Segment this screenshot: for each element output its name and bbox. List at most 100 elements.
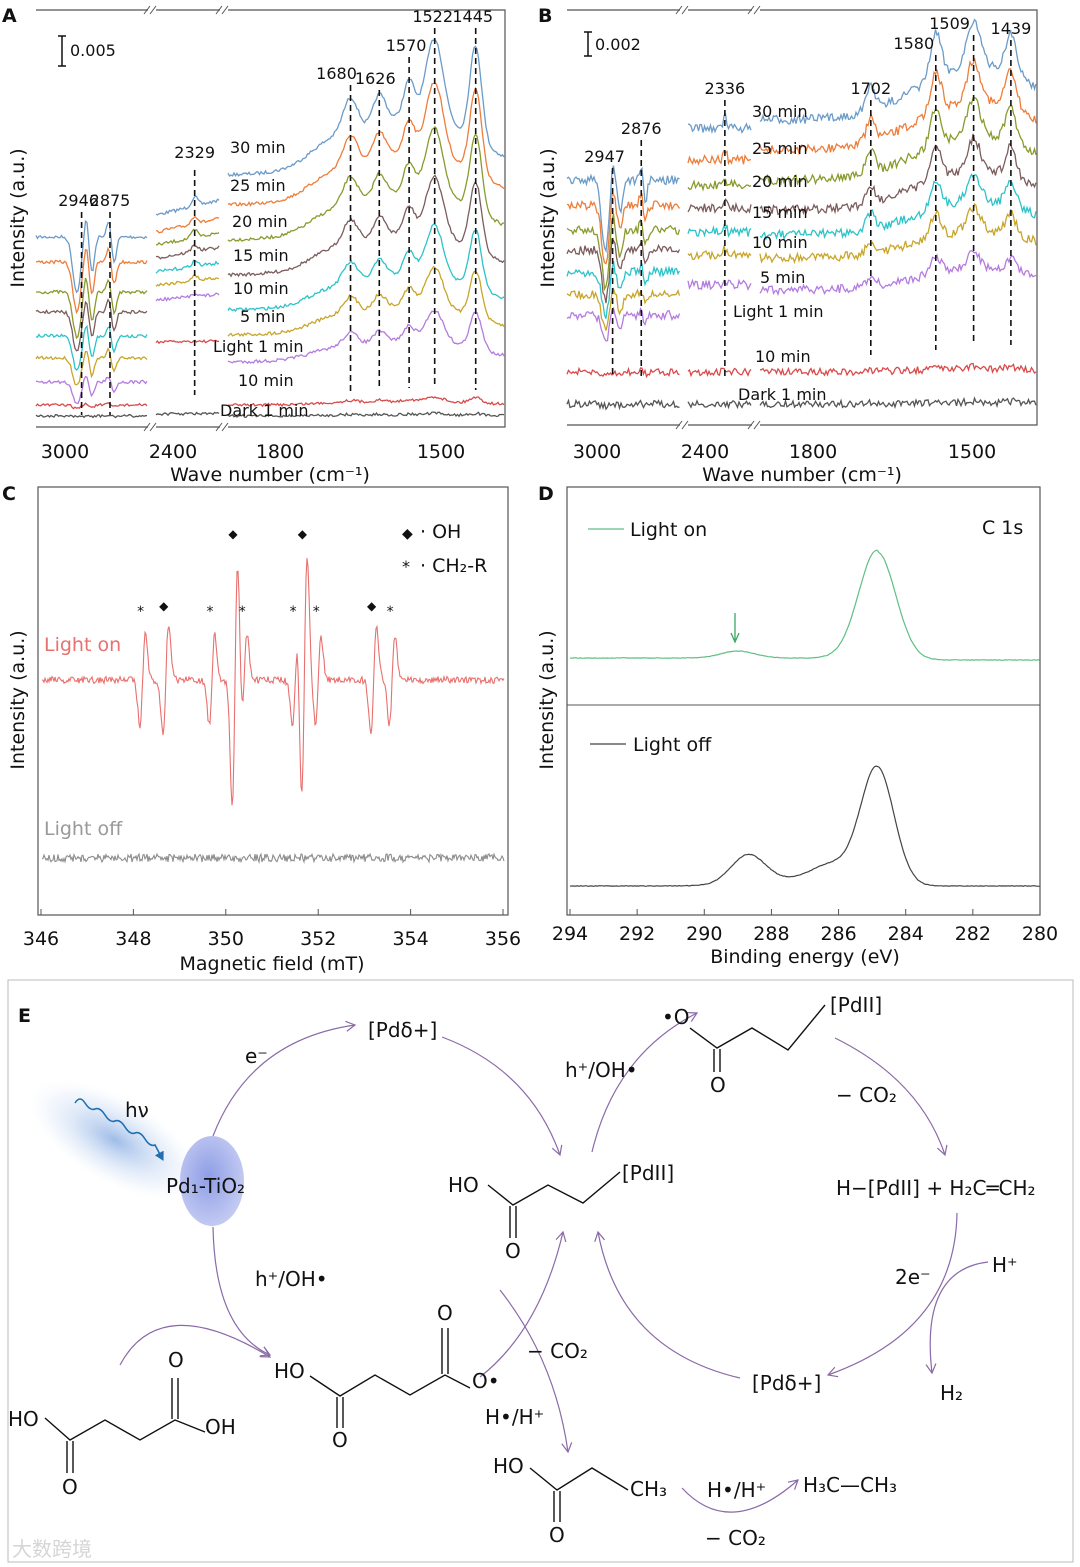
x-axis-label-b: Wave number (cm⁻¹) xyxy=(702,464,902,486)
arrow-electron xyxy=(212,1020,357,1137)
spectrum-trace xyxy=(227,174,505,278)
propionic-acid-bonds xyxy=(529,1467,629,1522)
spectrum-trace xyxy=(227,38,505,178)
center-ho: HO xyxy=(448,1173,479,1197)
propionic-ch3: CH₃ xyxy=(630,1477,667,1501)
spectrum-trace xyxy=(566,306,681,342)
series-label-light-off: Light off xyxy=(44,818,123,840)
series-label: 15 min xyxy=(752,203,808,222)
spectrum-trace xyxy=(155,411,220,417)
peak-label: 1580 xyxy=(893,34,934,53)
center-pd: [PdII] xyxy=(622,1161,674,1185)
series-label: 5 min xyxy=(240,307,285,326)
series-label: 15 min xyxy=(233,246,289,265)
spectrum-trace xyxy=(687,367,752,378)
ch2r-marker: * xyxy=(206,604,213,620)
x-tick-label: 346 xyxy=(23,928,59,950)
electron-label: e⁻ xyxy=(245,1044,268,1068)
legend-light-off: Light off xyxy=(633,734,712,756)
radical-o-dot: O• xyxy=(472,1369,500,1393)
peak-label: 1522 xyxy=(412,7,453,26)
spectrum-trace xyxy=(155,195,220,216)
x-tick-label: 294 xyxy=(552,923,588,945)
spectrum-trace xyxy=(759,362,1037,377)
ch2r-marker: * xyxy=(387,604,394,620)
line-markers-c: ◆ ◆ ◆ ◆ * * * * * * xyxy=(137,527,393,620)
spectrum-trace xyxy=(566,398,680,411)
x-tick-a: 1500 xyxy=(417,441,465,463)
x-tick-label: 290 xyxy=(686,923,722,945)
legend-ch2r-symbol: * xyxy=(402,557,410,576)
peak-label: 1445 xyxy=(452,7,493,26)
panel-label-a: A xyxy=(2,5,17,27)
spectrum-trace xyxy=(35,324,148,371)
x-tick-label: 284 xyxy=(888,923,924,945)
arrow-succinic-to-radical xyxy=(119,1324,272,1366)
spectrum-trace xyxy=(155,244,220,260)
series-label: 30 min xyxy=(230,138,286,157)
x-tick-b: 1800 xyxy=(789,441,837,463)
center-o: O xyxy=(505,1239,521,1263)
top-molecule-bonds xyxy=(689,1004,826,1072)
x-tick-label: 282 xyxy=(955,923,991,945)
arrow-radical-to-center xyxy=(479,1230,567,1378)
x-ticks-d: 294 292 290 288 286 284 282 280 xyxy=(552,909,1058,945)
spectrum-trace xyxy=(227,265,505,337)
center-molecule-bonds xyxy=(487,1171,621,1238)
y-axis-label-d: Intensity (a.u.) xyxy=(536,630,558,769)
series-label: 20 min xyxy=(752,172,808,191)
spectrum-trace xyxy=(687,178,752,192)
scale-bar-a xyxy=(58,35,66,67)
series-label: Dark 1 min xyxy=(220,401,309,420)
holes-oh-left: h⁺/OH• xyxy=(255,1267,328,1291)
panel-b: B 0.002 30 min 25 min 20 min 15 min 10 min 5 … xyxy=(537,5,1038,486)
legend-oh-symbol: ◆ xyxy=(402,526,413,542)
x-ticks-c: 346 348 350 352 354 356 xyxy=(23,909,521,950)
top-o: O xyxy=(710,1073,726,1097)
minus-co2-mid: − CO₂ xyxy=(527,1339,588,1363)
peak-label: 2329 xyxy=(174,143,215,162)
watermark: 大数跨境 xyxy=(12,1537,92,1561)
spectrum-trace xyxy=(35,375,148,405)
radical-o1: O xyxy=(332,1428,348,1452)
x-tick-label: 348 xyxy=(115,928,151,950)
peak-label: 2876 xyxy=(621,119,662,138)
succinic-o2: O xyxy=(168,1348,184,1372)
spectrum-trace xyxy=(155,292,220,302)
spectrum-trace xyxy=(227,411,505,418)
spectrum-trace xyxy=(687,198,752,214)
arrow-pd-to-center xyxy=(594,1230,741,1379)
spectrum-trace xyxy=(759,133,1037,216)
spectrum-trace xyxy=(566,192,681,265)
spectrum-trace xyxy=(687,149,752,166)
epr-trace xyxy=(41,852,505,865)
y-axis-label-a: Intensity (a.u.) xyxy=(7,148,29,287)
two-electron-label: 2e⁻ xyxy=(895,1265,931,1289)
panel-label-e: E xyxy=(18,1005,31,1027)
peak-label: 1702 xyxy=(850,79,891,98)
y-axis-label-c: Intensity (a.u.) xyxy=(7,630,29,769)
arrow-holes-left xyxy=(212,1226,272,1357)
peak-label: 1680 xyxy=(316,64,357,83)
peak-label: 2946 xyxy=(58,191,99,210)
ch2r-marker: * xyxy=(137,604,144,620)
series-label: 20 min xyxy=(232,212,288,231)
holes-oh-top: h⁺/OH• xyxy=(565,1058,638,1082)
oh-marker: ◆ xyxy=(228,527,238,541)
spectrum-trace xyxy=(155,215,220,234)
spectrum-trace xyxy=(759,202,1037,265)
photon-wave-icon xyxy=(74,1098,164,1161)
legend-oh-label: · OH xyxy=(420,521,461,543)
radical-molecule-bonds xyxy=(309,1328,471,1428)
spectrum-trace xyxy=(566,237,681,304)
ethane-label: H₃C—CH₃ xyxy=(803,1473,897,1497)
x-tick-label: 280 xyxy=(1022,923,1058,945)
panel-label-d: D xyxy=(538,483,554,505)
scheme-frame xyxy=(7,979,1074,1563)
spectrum-trace xyxy=(35,414,148,419)
spectrum-trace xyxy=(35,347,148,386)
spectrum-trace xyxy=(155,259,220,274)
traces-a xyxy=(35,38,505,419)
scale-bar-label-a: 0.005 xyxy=(70,41,116,60)
